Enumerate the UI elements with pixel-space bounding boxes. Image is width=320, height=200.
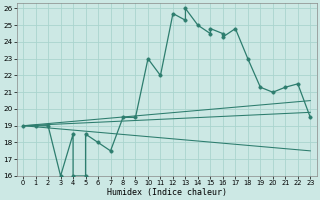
X-axis label: Humidex (Indice chaleur): Humidex (Indice chaleur) — [107, 188, 227, 197]
